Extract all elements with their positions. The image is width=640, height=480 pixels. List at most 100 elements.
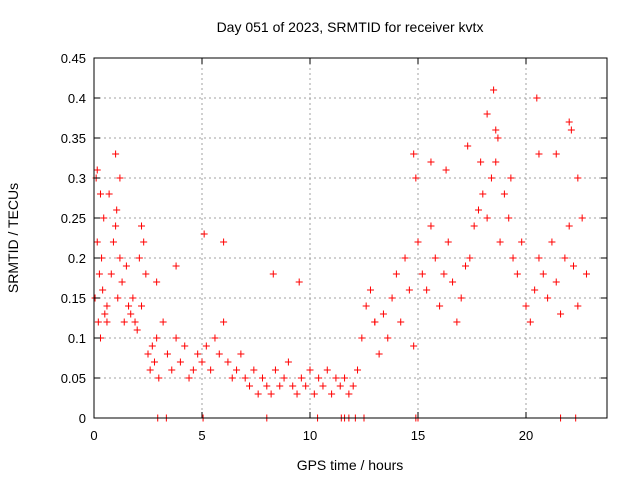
data-point bbox=[323, 366, 331, 374]
data-point bbox=[544, 294, 552, 302]
data-point bbox=[241, 374, 249, 382]
data-point bbox=[427, 222, 435, 230]
x-tick-label: 0 bbox=[90, 428, 97, 443]
data-point bbox=[384, 334, 392, 342]
data-point bbox=[280, 374, 288, 382]
data-point bbox=[574, 174, 582, 182]
data-point bbox=[449, 278, 457, 286]
data-point bbox=[492, 158, 500, 166]
data-point bbox=[250, 366, 258, 374]
data-point bbox=[127, 310, 135, 318]
y-axis-label: SRMTID / TECUs bbox=[5, 183, 21, 293]
data-point bbox=[96, 190, 104, 198]
data-point bbox=[133, 326, 141, 334]
data-point bbox=[103, 318, 111, 326]
data-point bbox=[289, 382, 297, 390]
data-point bbox=[176, 358, 184, 366]
data-point bbox=[507, 174, 515, 182]
data-point bbox=[189, 366, 197, 374]
data-point bbox=[496, 238, 504, 246]
y-tick-label: 0.45 bbox=[61, 51, 86, 66]
data-point bbox=[207, 366, 215, 374]
data-point bbox=[427, 158, 435, 166]
data-point bbox=[410, 150, 418, 158]
data-point bbox=[319, 382, 327, 390]
data-point bbox=[332, 374, 340, 382]
data-point bbox=[513, 270, 521, 278]
data-point bbox=[140, 238, 148, 246]
data-point bbox=[237, 350, 245, 358]
data-point bbox=[105, 190, 113, 198]
data-point bbox=[100, 214, 108, 222]
data-point bbox=[552, 278, 560, 286]
data-point bbox=[112, 222, 120, 230]
data-point bbox=[144, 350, 152, 358]
data-point bbox=[168, 366, 176, 374]
data-point bbox=[349, 382, 357, 390]
x-axis-label: GPS time / hours bbox=[297, 457, 404, 473]
data-point bbox=[181, 342, 189, 350]
data-point bbox=[284, 358, 292, 366]
data-point bbox=[379, 310, 387, 318]
data-point bbox=[431, 254, 439, 262]
y-tick-label: 0.25 bbox=[61, 211, 86, 226]
data-point bbox=[215, 350, 223, 358]
data-point bbox=[148, 342, 156, 350]
x-tick-label: 15 bbox=[411, 428, 425, 443]
data-point bbox=[153, 278, 161, 286]
data-point bbox=[101, 310, 109, 318]
y-tick-label: 0.35 bbox=[61, 131, 86, 146]
data-point bbox=[200, 230, 208, 238]
data-point bbox=[93, 238, 101, 246]
data-point bbox=[366, 286, 374, 294]
data-point bbox=[518, 238, 526, 246]
data-point bbox=[557, 310, 565, 318]
x-tick-label: 10 bbox=[303, 428, 317, 443]
data-point bbox=[194, 350, 202, 358]
data-point bbox=[487, 174, 495, 182]
tick-labels: 0 0.05 0.1 0.15 0.2 0.25 0.3 0.35 0.4 0.45 0 5 10 15 2… bbox=[61, 51, 534, 443]
data-point bbox=[582, 270, 590, 278]
data-point bbox=[505, 214, 513, 222]
data-point bbox=[561, 254, 569, 262]
plot-frame bbox=[93, 57, 608, 419]
data-point bbox=[224, 358, 232, 366]
data-point bbox=[466, 254, 474, 262]
y-tick-label: 0 bbox=[79, 411, 86, 426]
data-point bbox=[93, 166, 101, 174]
data-point bbox=[423, 286, 431, 294]
data-point bbox=[267, 390, 275, 398]
data-point bbox=[122, 262, 130, 270]
data-point bbox=[552, 150, 560, 158]
data-point bbox=[354, 366, 362, 374]
data-point bbox=[129, 294, 137, 302]
data-point bbox=[254, 390, 262, 398]
data-point bbox=[531, 286, 539, 294]
data-point bbox=[116, 174, 124, 182]
data-point bbox=[362, 302, 370, 310]
data-point bbox=[526, 318, 534, 326]
data-point bbox=[302, 382, 310, 390]
data-point bbox=[479, 190, 487, 198]
data-point bbox=[94, 318, 102, 326]
data-point bbox=[464, 142, 472, 150]
data-point bbox=[414, 238, 422, 246]
data-point bbox=[228, 374, 236, 382]
data-point bbox=[341, 374, 349, 382]
data-point bbox=[109, 238, 117, 246]
data-point bbox=[442, 166, 450, 174]
data-point bbox=[535, 254, 543, 262]
data-point bbox=[578, 214, 586, 222]
data-point bbox=[295, 278, 303, 286]
data-point bbox=[185, 374, 193, 382]
data-point bbox=[198, 358, 206, 366]
data-point bbox=[492, 126, 500, 134]
y-tick-label: 0.05 bbox=[61, 371, 86, 386]
data-series bbox=[91, 86, 590, 422]
data-point bbox=[306, 366, 314, 374]
data-point bbox=[269, 270, 277, 278]
data-point bbox=[500, 190, 508, 198]
data-point bbox=[494, 134, 502, 142]
data-point bbox=[146, 366, 154, 374]
